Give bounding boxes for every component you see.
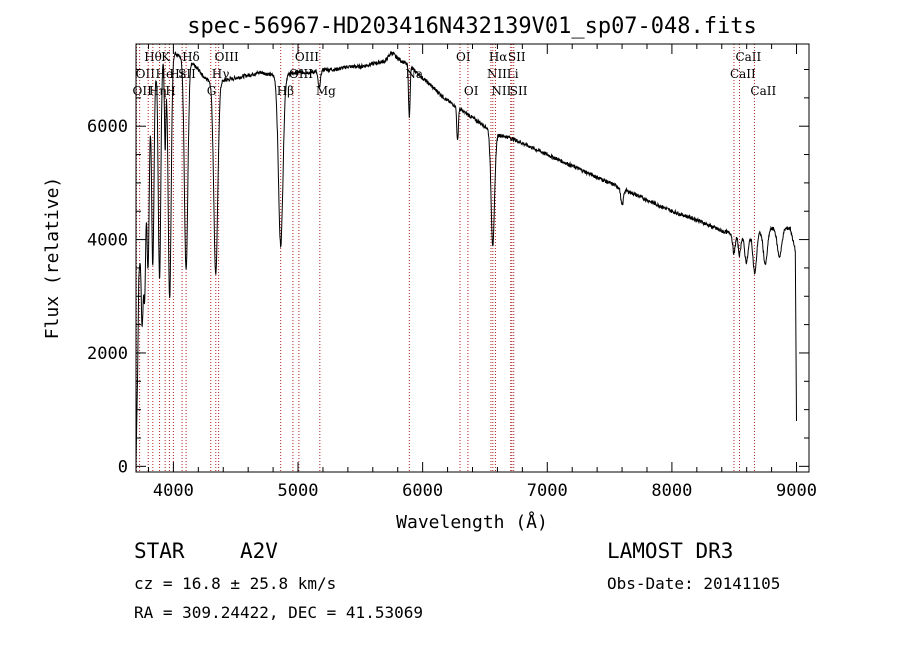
observation-date: Obs-Date: 20141105	[607, 574, 781, 593]
spectral-line-label: Hα	[489, 50, 508, 64]
spectral-line-label: SII	[510, 84, 528, 98]
object-class: STAR	[134, 539, 185, 563]
x-tick-label: 4000	[153, 481, 194, 501]
spectral-line-label: SII	[508, 50, 526, 64]
redshift-velocity: cz = 16.8 ± 25.8 km/s	[134, 574, 337, 593]
y-tick-label: 4000	[87, 231, 128, 251]
x-tick-label: 8000	[651, 481, 692, 501]
x-axis-label: Wavelength (Å)	[396, 511, 548, 533]
spectral-line-label: K	[161, 50, 171, 64]
spectral-line-label: CaII	[735, 50, 761, 64]
spectral-line-label: OII	[132, 84, 152, 98]
spectral-line-label: He	[156, 67, 174, 81]
spectral-line-label: Na	[405, 67, 423, 81]
spectral-line-label: OIII	[295, 50, 319, 64]
survey-name: LAMOST DR3	[607, 539, 734, 563]
x-tick-label: 5000	[278, 481, 319, 501]
spectrum-line	[135, 50, 797, 467]
spectral-line-label: H	[165, 84, 175, 98]
y-tick-label: 6000	[87, 117, 128, 137]
x-tick-label: 6000	[402, 481, 443, 501]
x-tick-label: 9000	[776, 481, 817, 501]
object-subclass: A2V	[240, 539, 278, 563]
spectral-line-label: NII	[491, 84, 511, 98]
spectral-line-label: CaII	[730, 67, 756, 81]
spectral-line-label: Li	[507, 67, 519, 81]
spectral-line-label: NII	[487, 67, 507, 81]
spectral-line-label: SII	[178, 67, 196, 81]
y-tick-label: 0	[118, 457, 128, 477]
spectral-line-label: CaII	[750, 84, 776, 98]
spectral-line-label: OII	[136, 67, 156, 81]
axis-ticks: 4000 5000 6000 7000 8000 9000 0 2000 4000 6000	[87, 44, 817, 501]
spectral-line-label: Mg	[316, 84, 336, 98]
spectral-line-label: G	[207, 84, 217, 98]
spectral-line-label: Hδ	[182, 50, 200, 64]
y-axis-label: Flux (relative)	[42, 177, 63, 340]
y-tick-label: 2000	[87, 344, 128, 364]
spectral-line-label: OIII	[215, 50, 239, 64]
plot-frame	[135, 43, 810, 473]
chart-title: spec-56967-HD203416N432139V01_sp07-048.f…	[187, 14, 757, 39]
x-tick-label: 7000	[527, 481, 568, 501]
coordinates: RA = 309.24422, DEC = 41.53069	[134, 603, 423, 622]
spectral-line-markers: OIIOIIHθHηHeKHHεHδSIIGHγOIIIHβOIIIOIIIMg…	[132, 44, 776, 472]
spectral-line-label: OI	[464, 84, 479, 98]
spectral-line-label: OI	[456, 50, 471, 64]
spectral-line-label: OIII	[289, 67, 313, 81]
